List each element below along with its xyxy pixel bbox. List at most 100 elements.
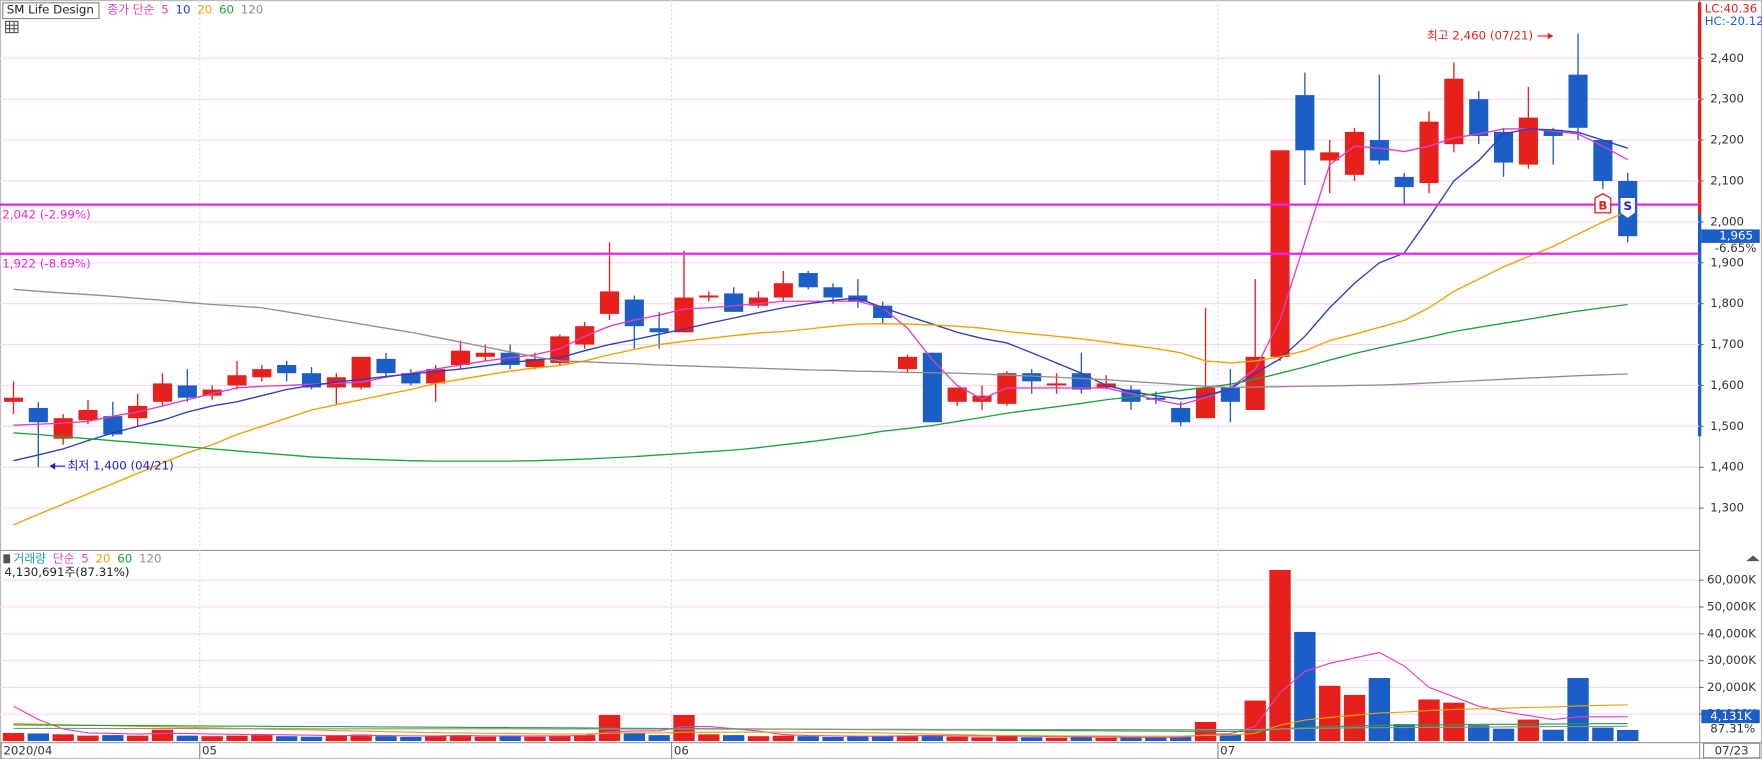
- lines-layer: [0, 128, 1700, 738]
- volume-bar: [872, 736, 894, 742]
- y-tick-label: 1,900: [1710, 255, 1744, 269]
- ma-line: [13, 303, 1628, 462]
- cursor-date-box: [1703, 742, 1761, 759]
- candle-body: [78, 409, 98, 421]
- x-tick-label: 2020/04: [3, 744, 52, 758]
- ma-line: [13, 288, 1628, 389]
- reference-label: 1,922 (-8.69%): [2, 256, 90, 270]
- volume-bar: [698, 734, 720, 742]
- volume-bar: [251, 735, 273, 742]
- candle-body: [897, 356, 918, 370]
- candle-body: [1419, 121, 1439, 184]
- legend-entry: 60: [219, 3, 234, 17]
- volume-bar: [1319, 685, 1341, 742]
- volume-bar: [1418, 699, 1440, 742]
- table-icon: [5, 20, 19, 34]
- volume-bar: [1542, 729, 1564, 742]
- y-tick-label: 20,000K: [1707, 680, 1756, 694]
- candle-body: [575, 326, 595, 345]
- volume-bar: [1269, 570, 1291, 742]
- volume-bar: [946, 736, 968, 742]
- volume-box-label: 4,131K: [1710, 709, 1752, 723]
- price-box: [1701, 229, 1760, 243]
- volume-bar: [275, 736, 298, 742]
- volume-bar: [52, 734, 74, 742]
- candle-body: [1543, 129, 1563, 136]
- candle-body: [798, 272, 818, 288]
- high-annotation: 최고 2,460 (07/21): [1427, 28, 1533, 42]
- x-tick-label: 06: [674, 744, 689, 758]
- volume-label-marker: [3, 554, 11, 564]
- y-tick-label: 40,000K: [1707, 626, 1756, 640]
- volume-bar: [2, 732, 25, 742]
- y-tick-label: 2,000: [1710, 214, 1744, 228]
- candle-body: [1195, 387, 1216, 419]
- volume-bar: [474, 736, 497, 742]
- volume-bar: [772, 735, 795, 742]
- candle-body: [1146, 397, 1166, 400]
- volume-bar: [176, 735, 199, 742]
- collapse-icon: [1746, 555, 1760, 562]
- legend-entry: 60: [117, 551, 132, 565]
- buy-signal-box: [1594, 192, 1612, 214]
- candle-body: [376, 358, 396, 374]
- volume-bar: [1343, 694, 1366, 742]
- candle-body: [525, 358, 545, 368]
- candle-body: [1245, 356, 1265, 410]
- candle-body: [277, 365, 297, 374]
- candle-body: [599, 291, 620, 314]
- candle-body: [1171, 407, 1191, 423]
- candle-body: [823, 287, 843, 298]
- candle-body: [1493, 131, 1514, 163]
- volume-bar: [573, 735, 596, 742]
- volume-bar: [1145, 737, 1167, 742]
- volume-info: 4,130,691주(87.31%): [4, 565, 129, 579]
- candle-body: [649, 328, 669, 333]
- volume-bar: [325, 735, 348, 742]
- volume-bar: [375, 736, 397, 742]
- y-tick-label: 60,000K: [1707, 573, 1756, 587]
- legend-entry: 5: [81, 551, 89, 565]
- volume-ma-line: [13, 651, 1628, 738]
- sell-signal: S: [1623, 199, 1631, 213]
- candle-body: [1071, 373, 1091, 390]
- y-tick-label: 30,000K: [1707, 653, 1756, 667]
- y-tick-label: 1,400: [1710, 460, 1744, 474]
- legend-entry: 20: [197, 3, 212, 17]
- lc-label: LC:40.36: [1705, 1, 1758, 15]
- volume-bar: [350, 734, 372, 742]
- volume-bar: [27, 733, 49, 742]
- volume-bar: [201, 736, 223, 742]
- candle-body: [202, 389, 222, 396]
- volume-bar: [499, 736, 521, 742]
- candle-body: [1022, 373, 1042, 382]
- y-tick-label: 2,400: [1710, 51, 1744, 65]
- volume-bar: [1368, 678, 1391, 742]
- candle-body: [475, 352, 495, 357]
- volume-bar: [1170, 736, 1192, 742]
- volume-bar: [1592, 727, 1614, 742]
- volume-bar: [648, 735, 670, 742]
- candle-body: [1320, 152, 1340, 161]
- lc-range-bar: [1697, 2, 1702, 214]
- candle-body: [699, 295, 719, 298]
- candle-body: [674, 297, 694, 333]
- y-tick-label: 50,000K: [1707, 599, 1756, 613]
- candle-body: [748, 297, 769, 306]
- candle-body: [773, 283, 793, 298]
- ma-line: [13, 128, 1629, 426]
- volume-bar: [1095, 737, 1117, 742]
- y-tick-label: 2,200: [1710, 133, 1744, 147]
- candle-body: [947, 387, 967, 402]
- volume-bar: [77, 735, 99, 742]
- candle-body: [724, 293, 744, 312]
- volume-label: 거래량: [13, 551, 46, 565]
- volume-bar: [1567, 678, 1589, 742]
- candle-body: [3, 397, 24, 402]
- price-box-label: 1,965: [1719, 229, 1753, 243]
- volume-bar: [424, 735, 447, 742]
- volume-bar: [996, 736, 1018, 742]
